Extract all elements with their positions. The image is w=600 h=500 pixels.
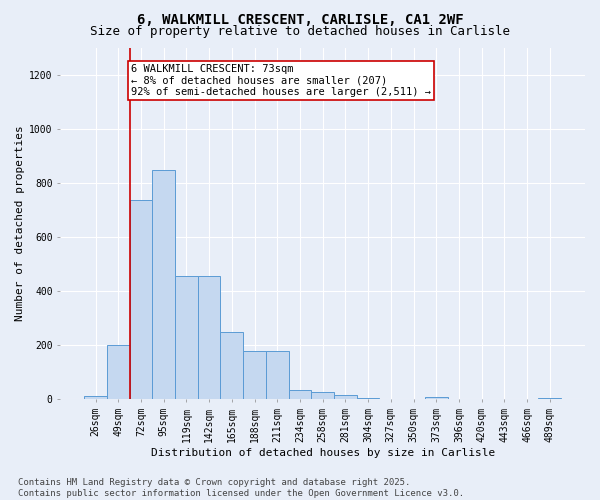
- Bar: [130, 200, 152, 399]
- Text: 6, WALKMILL CRESCENT, CARLISLE, CA1 2WF: 6, WALKMILL CRESCENT, CARLISLE, CA1 2WF: [137, 12, 463, 26]
- Bar: [152, 170, 175, 399]
- Bar: [84, 396, 107, 399]
- X-axis label: Distribution of detached houses by size in Carlisle: Distribution of detached houses by size …: [151, 448, 495, 458]
- Bar: [357, 398, 379, 399]
- Y-axis label: Number of detached properties: Number of detached properties: [15, 126, 25, 321]
- Text: Size of property relative to detached houses in Carlisle: Size of property relative to detached ho…: [90, 25, 510, 38]
- Bar: [175, 276, 198, 399]
- Bar: [425, 398, 448, 399]
- Bar: [334, 395, 357, 399]
- Bar: [198, 276, 220, 399]
- Bar: [289, 390, 311, 399]
- Bar: [220, 332, 243, 399]
- Bar: [107, 345, 130, 399]
- Bar: [266, 351, 289, 399]
- Text: Contains HM Land Registry data © Crown copyright and database right 2025.
Contai: Contains HM Land Registry data © Crown c…: [18, 478, 464, 498]
- Text: 6 WALKMILL CRESCENT: 73sqm
← 8% of detached houses are smaller (207)
92% of semi: 6 WALKMILL CRESCENT: 73sqm ← 8% of detac…: [131, 64, 431, 97]
- Bar: [311, 392, 334, 399]
- Bar: [243, 351, 266, 399]
- Bar: [538, 398, 561, 399]
